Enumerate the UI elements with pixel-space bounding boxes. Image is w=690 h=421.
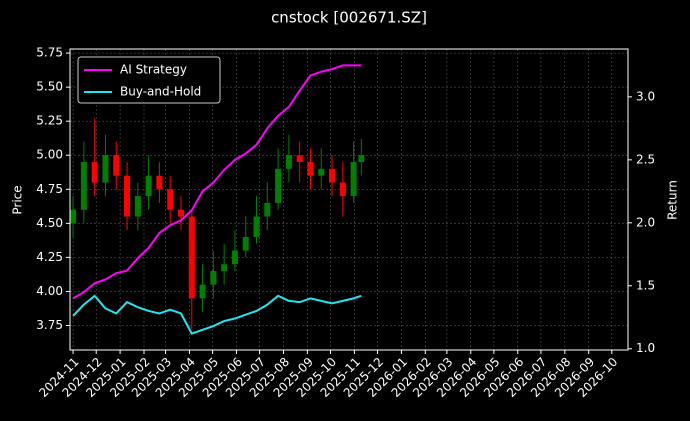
candle-body xyxy=(285,155,292,169)
y-tick-label: 5.50 xyxy=(36,80,63,94)
candle-body xyxy=(264,202,271,217)
candle-body xyxy=(358,155,365,163)
y-tick-label: 4.50 xyxy=(36,216,63,230)
y2-tick-label: 3.0 xyxy=(636,89,655,103)
candle-body xyxy=(177,209,184,217)
candle-body xyxy=(70,209,77,224)
y-tick-label: 4.25 xyxy=(36,250,63,264)
candle-body xyxy=(167,189,174,210)
candle-body xyxy=(102,155,109,183)
candle-body xyxy=(350,162,357,197)
y2-tick-label: 2.5 xyxy=(636,152,655,166)
candle-body xyxy=(188,216,195,299)
candle-body xyxy=(199,284,206,299)
y-tick-label: 4.75 xyxy=(36,182,63,196)
candle-body xyxy=(329,168,336,183)
y2-axis-label: Return xyxy=(666,180,680,220)
y-tick-label: 5.75 xyxy=(36,46,63,60)
candle-body xyxy=(275,168,282,203)
candle-body xyxy=(307,162,314,176)
candle-body xyxy=(124,175,131,217)
candle-body xyxy=(156,175,163,190)
line-series xyxy=(72,64,362,300)
candle-body xyxy=(253,216,260,237)
y-tick-label: 3.75 xyxy=(36,318,63,332)
candle-body xyxy=(231,250,238,265)
y-tick-label: 5.00 xyxy=(36,148,63,162)
y-tick-label: 5.25 xyxy=(36,114,63,128)
line-series xyxy=(72,294,362,335)
candle-body xyxy=(242,236,249,251)
candle-body xyxy=(221,264,228,272)
candle-body xyxy=(339,182,346,197)
candle-body xyxy=(210,271,217,285)
candle-body xyxy=(145,175,152,197)
candle-body xyxy=(318,168,325,176)
y-tick-label: 4.00 xyxy=(36,284,63,298)
y2-tick-label: 1.5 xyxy=(636,278,655,292)
legend-label: Buy-and-Hold xyxy=(120,85,201,99)
y-axis-label: Price xyxy=(11,185,25,214)
legend: AI Strategy Buy-and-Hold xyxy=(77,56,221,104)
candle-body xyxy=(296,155,303,163)
y2-tick-label: 2.0 xyxy=(636,215,655,229)
candle-body xyxy=(134,196,141,217)
candle-body xyxy=(80,162,87,210)
candle-body xyxy=(113,155,120,176)
chart-title: cnstock [002671.SZ] xyxy=(271,9,427,27)
y2-tick-label: 1.0 xyxy=(636,341,655,355)
candle-body xyxy=(91,162,98,183)
legend-label: AI Strategy xyxy=(120,63,187,77)
plot-frame xyxy=(69,48,629,351)
legend-box xyxy=(77,56,221,104)
